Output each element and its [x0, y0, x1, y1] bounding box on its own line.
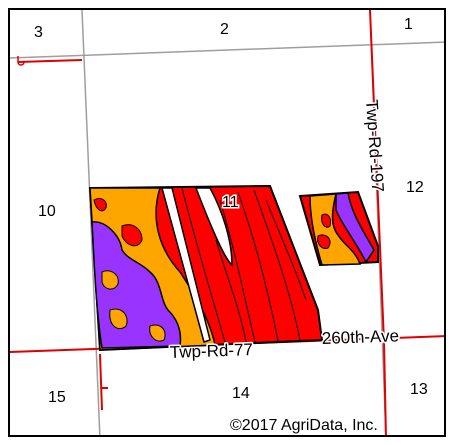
- section-label-11: 11: [222, 194, 239, 211]
- road-stub-north: [17, 59, 83, 63]
- road-twp-rd-197: [369, 10, 385, 343]
- soil-inclusion-red-east-1: [321, 213, 331, 228]
- soil-inclusion-red-2: [93, 197, 107, 212]
- road-stub-southeast: [383, 341, 387, 435]
- field-gap-2: [194, 187, 233, 267]
- soil-map: 3 2 1 10 11 12 15 14 13 Twp-Rd-197 Twp-R…: [10, 10, 444, 435]
- soil-contours: [181, 187, 307, 343]
- soil-unit-purple-east: [335, 192, 375, 264]
- main-field: [88, 184, 324, 352]
- section-label-10: 10: [38, 203, 56, 220]
- soil-inclusion-orange-3: [149, 324, 166, 342]
- section-label-13: 13: [410, 381, 428, 398]
- east-field: [298, 190, 379, 267]
- section-label-2: 2: [220, 21, 229, 38]
- section-label-3: 3: [34, 24, 43, 41]
- road-label-260th-ave: 260th-Ave: [321, 326, 399, 348]
- section-label-14: 14: [232, 385, 250, 402]
- soil-inclusion-orange-2: [109, 308, 128, 330]
- road-label-twp-rd-197: Twp-Rd-197: [362, 99, 387, 193]
- soil-inclusion-red-east-2: [317, 234, 331, 249]
- road-stub-south: [99, 353, 103, 411]
- road-label-twp-rd-77: Twp-Rd-77: [169, 340, 253, 362]
- section-label-15: 15: [48, 389, 66, 406]
- field-gap-1: [161, 187, 211, 343]
- section-label-12: 12: [406, 179, 424, 196]
- soil-inclusion-red-1: [121, 224, 143, 247]
- road-symbol-nw: [17, 56, 25, 66]
- copyright-text: ©2017 AgriData, Inc.: [230, 417, 378, 434]
- map-frame: 3 2 1 10 11 12 15 14 13 Twp-Rd-197 Twp-R…: [8, 8, 446, 437]
- section-label-1: 1: [404, 16, 413, 33]
- soil-inclusion-orange-1: [101, 270, 119, 290]
